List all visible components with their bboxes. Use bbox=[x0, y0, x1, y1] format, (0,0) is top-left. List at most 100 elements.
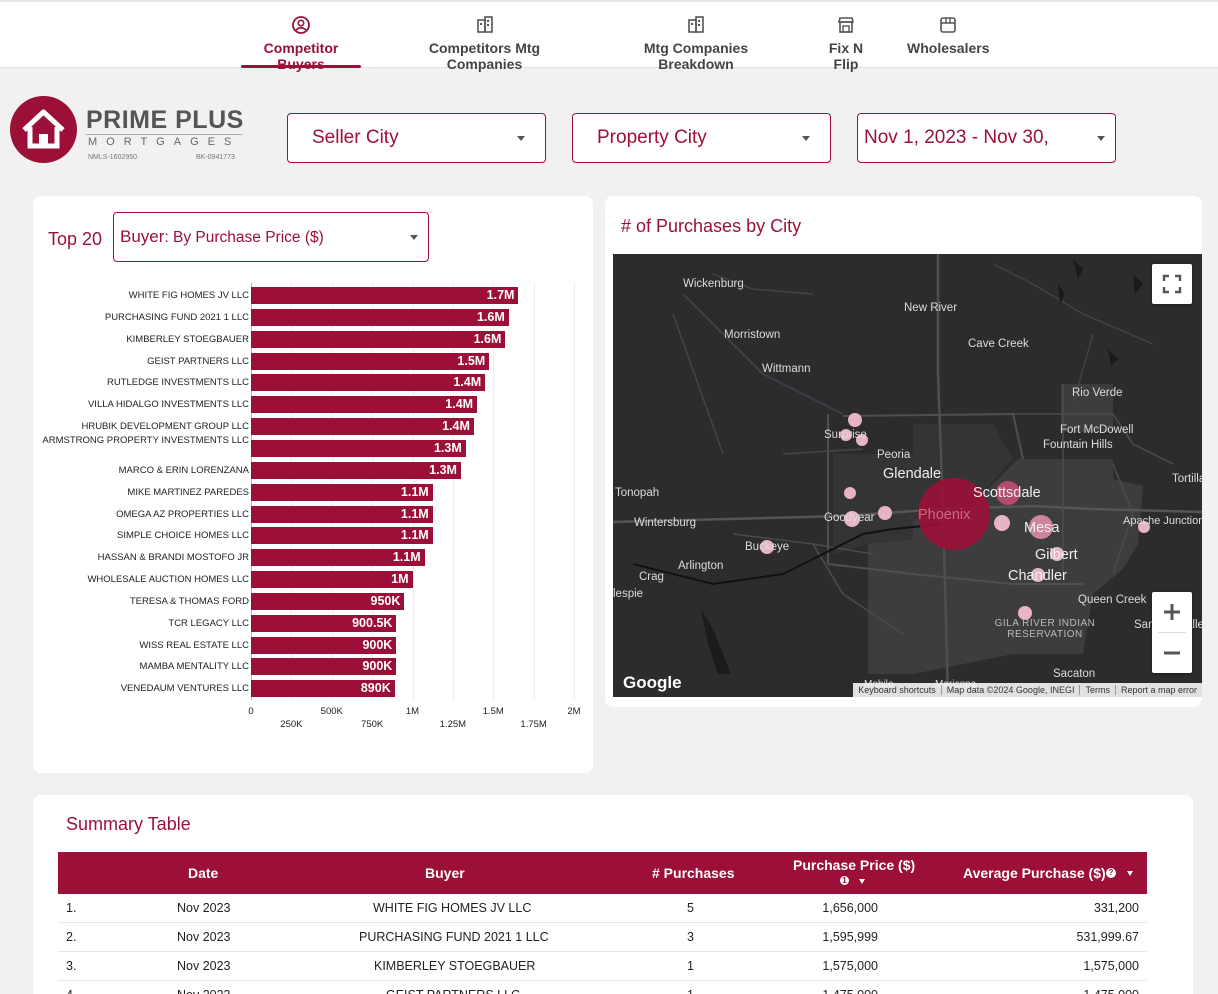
column-header-purchase-price[interactable]: Purchase Price ($) bbox=[793, 857, 916, 873]
bar-category-label: MARCO & ERIN LORENZANA bbox=[118, 464, 249, 476]
bubble-apache-junction bbox=[1138, 521, 1150, 533]
x-tick-label: 0 bbox=[248, 706, 254, 717]
brand-nmls: NMLS-1602950 bbox=[88, 154, 138, 161]
bar-category-label: MIKE MARTINEZ PAREDES bbox=[127, 486, 249, 498]
row-date: Nov 2023 bbox=[177, 981, 231, 994]
bar-value-label: 1.6M bbox=[476, 309, 505, 324]
tab-fix-n-flip[interactable]: Fix N Flip bbox=[815, 14, 877, 72]
seller-city-filter[interactable]: Seller City bbox=[287, 113, 546, 163]
bar[interactable] bbox=[251, 396, 478, 414]
table-row[interactable]: 4. Nov 2023 GEIST PARTNERS LLC 1 1,475,0… bbox=[58, 981, 1147, 994]
date-range-filter[interactable]: Nov 1, 2023 - Nov 30, 2023 bbox=[857, 113, 1116, 163]
bar[interactable] bbox=[251, 374, 486, 392]
bar[interactable] bbox=[251, 439, 466, 457]
bar[interactable] bbox=[251, 680, 395, 698]
bar-value-label: 1.1M bbox=[400, 484, 429, 499]
x-tick-label: 500K bbox=[320, 706, 343, 717]
row-buyer: PURCHASING FUND 2021 1 LLC bbox=[359, 930, 549, 944]
bar[interactable] bbox=[251, 287, 519, 304]
column-header-buyer[interactable]: Buyer bbox=[425, 865, 465, 881]
tab-label: Mtg Companies Breakdown bbox=[643, 40, 749, 72]
column-header-purchases[interactable]: # Purchases bbox=[652, 865, 735, 881]
tab-mtg-companies-breakdown[interactable]: Mtg Companies Breakdown bbox=[607, 14, 785, 72]
bar[interactable] bbox=[251, 549, 425, 567]
bar-category-label: VILLA HIDALGO INVESTMENTS LLC bbox=[87, 399, 249, 411]
bar[interactable] bbox=[251, 614, 397, 632]
bar[interactable] bbox=[251, 418, 474, 436]
bubble-surprise-2 bbox=[840, 429, 852, 441]
bar-value-label: 900K bbox=[362, 637, 393, 652]
property-city-filter[interactable]: Property City bbox=[572, 113, 831, 163]
bar-category-label: RUTLEDGE INVESTMENTS LLC bbox=[107, 377, 249, 389]
bubble-avondale bbox=[878, 506, 892, 520]
chart-gridline bbox=[493, 282, 495, 700]
table-row[interactable]: 2. Nov 2023 PURCHASING FUND 2021 1 LLC 3… bbox=[58, 923, 1147, 952]
map-label: Mesa bbox=[1024, 520, 1060, 536]
bar-value-label: 1.1M bbox=[400, 528, 429, 543]
bubble-goodyear bbox=[844, 511, 860, 527]
zoom-out-button[interactable] bbox=[1152, 633, 1192, 673]
bar[interactable] bbox=[251, 505, 433, 523]
column-header-date[interactable]: Date bbox=[188, 865, 219, 881]
map-label: Wintersburg bbox=[634, 517, 696, 529]
top20-metric-dropdown[interactable]: Buyer: By Purchase Price ($) bbox=[113, 212, 429, 262]
bar[interactable] bbox=[251, 527, 433, 545]
map-label: Queen Creek bbox=[1078, 594, 1147, 606]
bar-value-label: 900.5K bbox=[352, 615, 393, 630]
dropdown-dimension: Buyer bbox=[120, 227, 165, 246]
top20-title: Top 20 bbox=[48, 229, 103, 249]
x-tick-label: 750K bbox=[361, 719, 384, 730]
zoom-in-button[interactable] bbox=[1152, 592, 1192, 632]
map-label: Gilbert bbox=[1035, 547, 1078, 563]
sort-desc-icon[interactable] bbox=[859, 879, 865, 884]
tab-competitor-buyers[interactable]: Competitor Buyers bbox=[241, 14, 361, 72]
bubble-phoenix bbox=[918, 478, 990, 550]
bar-category-label: TCR LEGACY LLC bbox=[168, 617, 249, 629]
bar[interactable] bbox=[251, 352, 490, 370]
table-row[interactable]: 1. Nov 2023 WHITE FIG HOMES JV LLC 5 1,6… bbox=[58, 894, 1147, 923]
help-icon[interactable]: ? bbox=[1106, 868, 1116, 878]
bar-category-label: GEIST PARTNERS LLC bbox=[147, 355, 249, 367]
plus-icon bbox=[1164, 604, 1180, 620]
building-icon bbox=[476, 16, 493, 33]
bubble-surprise-1 bbox=[848, 413, 862, 427]
report-error-link[interactable]: Report a map error bbox=[1114, 685, 1202, 695]
bar-category-label: HRUBIK DEVELOPMENT GROUP LLC bbox=[81, 421, 249, 433]
purchases-map[interactable]: Wickenburg New River Morristown Cave Cre… bbox=[613, 254, 1202, 697]
bar[interactable] bbox=[251, 330, 506, 348]
bar[interactable] bbox=[251, 571, 413, 589]
store-icon bbox=[837, 17, 855, 33]
map-label: Crag bbox=[639, 571, 664, 583]
info-icon[interactable]: 1 bbox=[840, 876, 849, 885]
bar[interactable] bbox=[251, 461, 461, 479]
row-buyer: KIMBERLEY STOEGBAUER bbox=[374, 959, 536, 973]
chevron-down-icon[interactable] bbox=[1127, 871, 1133, 876]
bar-value-label: 1.4M bbox=[445, 397, 474, 412]
x-tick-label: 2M bbox=[567, 706, 581, 717]
map-label: Scottsdale bbox=[973, 485, 1041, 501]
map-label: Buckeye bbox=[745, 541, 790, 553]
tab-wholesalers[interactable]: Wholesalers bbox=[907, 14, 989, 68]
keyboard-shortcuts-link[interactable]: Keyboard shortcuts bbox=[858, 685, 936, 695]
bar[interactable] bbox=[251, 636, 397, 654]
bar[interactable] bbox=[251, 483, 433, 501]
tab-competitors-mtg-companies[interactable]: Competitors Mtg Companies bbox=[392, 14, 577, 72]
bar[interactable] bbox=[251, 658, 397, 676]
bar[interactable] bbox=[251, 592, 405, 610]
bar-category-label: SIMPLE CHOICE HOMES LLC bbox=[117, 530, 249, 542]
map-label: Cave Creek bbox=[968, 338, 1029, 350]
fullscreen-icon bbox=[1162, 274, 1182, 294]
fullscreen-button[interactable] bbox=[1152, 264, 1192, 304]
row-price: 1,575,000 bbox=[822, 959, 878, 973]
store-icon bbox=[939, 17, 956, 33]
column-header-average-purchase[interactable]: Average Purchase ($) bbox=[963, 865, 1106, 881]
bar-value-label: 1.7M bbox=[486, 288, 515, 302]
bar[interactable] bbox=[251, 308, 509, 326]
tab-label: Competitor Buyers bbox=[263, 40, 339, 72]
map-data-text: Map data ©2024 Google, INEGI bbox=[940, 685, 1080, 695]
map-label: Sacaton bbox=[1053, 668, 1096, 680]
home-icon bbox=[22, 109, 65, 149]
bar-value-label: 1.6M bbox=[473, 331, 502, 346]
terms-link[interactable]: Terms bbox=[1079, 685, 1115, 695]
table-row[interactable]: 3. Nov 2023 KIMBERLEY STOEGBAUER 1 1,575… bbox=[58, 952, 1147, 981]
